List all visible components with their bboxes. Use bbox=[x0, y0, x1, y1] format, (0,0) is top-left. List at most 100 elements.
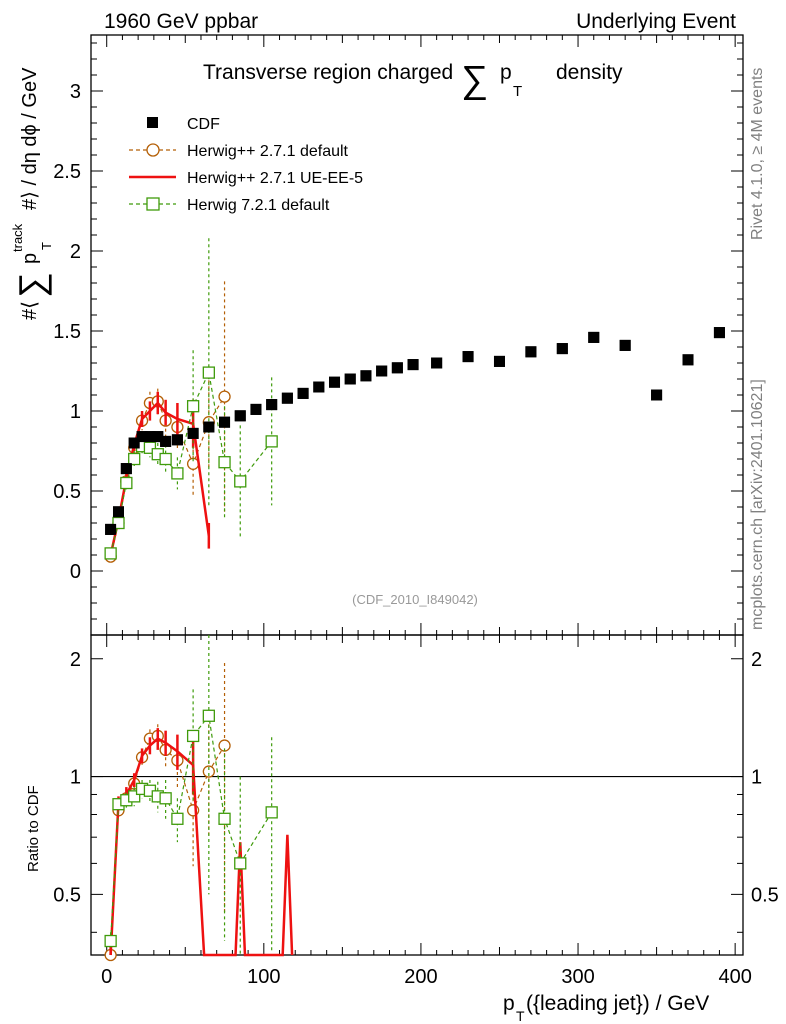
chart-title-sum: ∑ bbox=[461, 59, 488, 101]
legend-label-herwigpp-ueee5: Herwig++ 2.7.1 UE-EE-5 bbox=[187, 170, 363, 187]
data-point-cdf-top bbox=[105, 523, 117, 535]
legend-label-herwigpp-default: Herwig++ 2.7.1 default bbox=[187, 143, 349, 160]
main-point-herwig-7-2-1-default bbox=[104, 547, 117, 560]
y-label-sum: ∑ bbox=[11, 272, 52, 298]
ratio-point-herwig-2-7-1-default bbox=[202, 765, 215, 778]
data-point-cdf-top bbox=[329, 376, 341, 388]
main-point-herwig-7-2-1-default bbox=[128, 452, 141, 466]
data-point-cdf-top bbox=[297, 387, 309, 399]
y-label-sup: track bbox=[10, 223, 25, 252]
ratio-point-herwig-7-2-1-default bbox=[265, 806, 278, 819]
ratio-y-tick-label: 1 bbox=[70, 767, 81, 789]
data-point-cdf-top bbox=[136, 431, 148, 443]
ratio-y-axis-label: Ratio to CDF bbox=[25, 785, 42, 872]
mcplots-label: mcplots.cern.ch [arXiv:2401.10621] bbox=[749, 379, 766, 630]
ratio-y-tick-label: 0.5 bbox=[53, 884, 81, 906]
ratio-point-herwig-7-2-1-default bbox=[234, 857, 247, 870]
y-label-sub: T bbox=[39, 242, 54, 250]
y-tick-label: 3 bbox=[70, 81, 81, 103]
y-tick-label: 0 bbox=[70, 561, 81, 583]
data-point-cdf-top bbox=[250, 403, 262, 415]
x-label-p: p bbox=[503, 992, 515, 1015]
main-point-herwig-7-2-1-default bbox=[120, 476, 133, 490]
data-point-cdf-top bbox=[120, 463, 132, 475]
data-point-cdf-top bbox=[588, 331, 600, 343]
data-point-cdf-top bbox=[462, 351, 474, 363]
ratio-line-herwig-2-7-1-ue-ee-5 bbox=[109, 737, 294, 957]
rivet-version-label: Rivet 4.1.0, ≥ 4M events bbox=[749, 68, 766, 240]
x-axis-label: p T ({leading jet}) / GeV bbox=[503, 992, 709, 1024]
y-tick-label: 2 bbox=[70, 241, 81, 263]
chart-title-prefix: Transverse region charged bbox=[203, 61, 453, 84]
main-series bbox=[104, 238, 725, 563]
main-point-herwig-7-2-1-default bbox=[265, 435, 278, 448]
main-point-herwig-7-2-1-default bbox=[112, 516, 125, 530]
ratio-point-herwig-7-2-1-default bbox=[171, 812, 184, 825]
data-point-cdf-top bbox=[360, 370, 372, 382]
ratio-line-herwig-7-2-1-default bbox=[110, 714, 273, 942]
ratio-point-herwig-7-2-1-default bbox=[159, 792, 172, 805]
header-right: Underlying Event bbox=[576, 10, 736, 33]
data-point-cdf-top bbox=[160, 435, 172, 447]
y-axis-label: #⟨ ∑ p track T #⟩ / dη dϕ / GeV bbox=[10, 67, 54, 320]
legend-marker-cdf bbox=[147, 117, 158, 128]
data-point-cdf-top bbox=[376, 365, 388, 377]
ratio-y-tick-label-right: 1 bbox=[751, 767, 762, 789]
data-point-cdf-top bbox=[651, 389, 663, 401]
chart-title-suffix: density bbox=[556, 61, 623, 84]
x-tick-label: 300 bbox=[561, 966, 594, 988]
y-tick-label: 1 bbox=[70, 401, 81, 423]
main-point-herwig-7-2-1-default bbox=[218, 456, 231, 469]
data-point-cdf-top bbox=[313, 381, 325, 393]
data-point-cdf-top bbox=[493, 355, 505, 367]
y-tick-label: 2.5 bbox=[53, 161, 81, 183]
legend-label-herwig7: Herwig 7.2.1 default bbox=[187, 197, 330, 214]
data-point-cdf-top bbox=[266, 399, 278, 411]
main-point-herwig-7-2-1-default bbox=[202, 366, 215, 379]
ratio-frame bbox=[90, 634, 744, 956]
ratio-point-herwig-7-2-1-default bbox=[186, 729, 200, 743]
data-point-cdf-top bbox=[171, 434, 183, 446]
data-point-cdf-top bbox=[281, 392, 293, 404]
legend-marker-herwig7 bbox=[146, 197, 160, 211]
ratio-point-herwig-7-2-1-default bbox=[202, 709, 215, 722]
data-point-cdf-top bbox=[344, 373, 356, 385]
data-point-cdf-top bbox=[187, 427, 199, 439]
data-point-cdf-top bbox=[234, 410, 246, 422]
ratio-y-tick-label: 2 bbox=[70, 649, 81, 671]
y-label-hash: #⟨ bbox=[19, 301, 41, 320]
y-tick-label: 0.5 bbox=[53, 481, 81, 503]
y-tick-label: 1.5 bbox=[53, 321, 81, 343]
ratio-y-tick-label-right: 0.5 bbox=[751, 884, 779, 906]
chart-title-sub: T bbox=[513, 83, 522, 100]
x-tick-label: 400 bbox=[718, 966, 751, 988]
x-tick-label: 200 bbox=[404, 966, 437, 988]
main-point-herwig-2-7-1-default bbox=[218, 390, 231, 403]
ratio-point-herwig-7-2-1-default bbox=[128, 790, 141, 803]
data-point-cdf-top bbox=[203, 421, 215, 433]
data-point-cdf-top bbox=[407, 359, 419, 371]
main-point-herwig-7-2-1-default bbox=[234, 475, 247, 488]
chart-title-p: p bbox=[500, 61, 512, 84]
x-label-rest: ({leading jet}) / GeV bbox=[526, 992, 709, 1015]
x-tick-label: 0 bbox=[101, 966, 112, 988]
data-point-cdf-top bbox=[619, 339, 631, 351]
data-point-cdf-top bbox=[682, 354, 694, 366]
ratio-y-tick-label-right: 2 bbox=[751, 649, 762, 671]
data-point-cdf-top bbox=[152, 431, 164, 443]
main-axis-ticks: 0 0.5 1 1.5 2 2.5 3 bbox=[53, 35, 743, 636]
legend-marker-herwigpp-default bbox=[146, 143, 160, 157]
data-point-cdf-top bbox=[556, 343, 568, 355]
main-point-herwig-7-2-1-default bbox=[171, 467, 184, 480]
data-point-cdf-top bbox=[219, 416, 231, 428]
data-point-cdf-top bbox=[144, 431, 156, 443]
ratio-series bbox=[104, 635, 294, 962]
x-tick-label: 100 bbox=[247, 966, 280, 988]
data-point-cdf-top bbox=[391, 362, 403, 374]
legend-label-cdf: CDF bbox=[187, 116, 220, 133]
main-point-herwig-7-2-1-default bbox=[186, 400, 200, 413]
data-point-cdf-top bbox=[112, 506, 124, 518]
main-point-herwig-7-2-1-default bbox=[159, 452, 172, 466]
data-point-cdf-top bbox=[431, 357, 443, 369]
y-label-p: p bbox=[19, 253, 41, 264]
